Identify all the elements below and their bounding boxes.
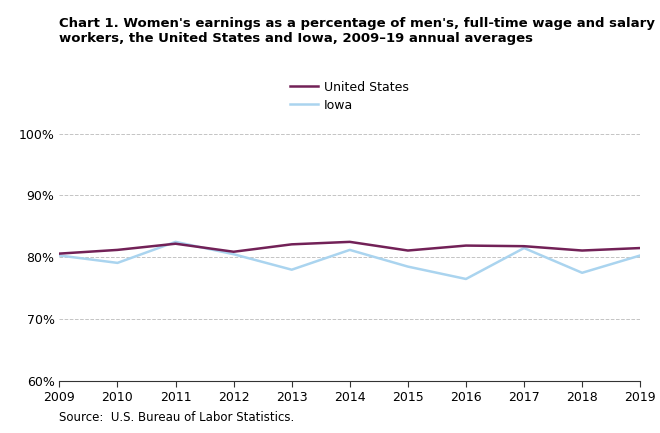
Iowa [404,264,412,269]
United States [230,249,238,254]
Iowa [520,246,528,251]
Legend: United States, Iowa: United States, Iowa [290,81,409,112]
Iowa [578,270,586,275]
Iowa [346,247,354,252]
Iowa [172,239,180,245]
Line: United States: United States [59,242,640,254]
United States [288,242,296,247]
Text: Chart 1. Women's earnings as a percentage of men's, full-time wage and salary
wo: Chart 1. Women's earnings as a percentag… [59,17,655,45]
Iowa [288,267,296,272]
United States [346,239,354,245]
Iowa [230,252,238,257]
United States [578,248,586,253]
Iowa [462,276,470,281]
United States [172,241,180,246]
United States [404,248,412,253]
Line: Iowa: Iowa [59,242,640,279]
United States [462,243,470,248]
Iowa [636,253,644,258]
Text: Source:  U.S. Bureau of Labor Statistics.: Source: U.S. Bureau of Labor Statistics. [59,411,294,424]
United States [520,244,528,249]
United States [636,246,644,251]
Iowa [114,260,121,265]
United States [55,251,63,256]
United States [114,247,121,252]
Iowa [55,253,63,258]
